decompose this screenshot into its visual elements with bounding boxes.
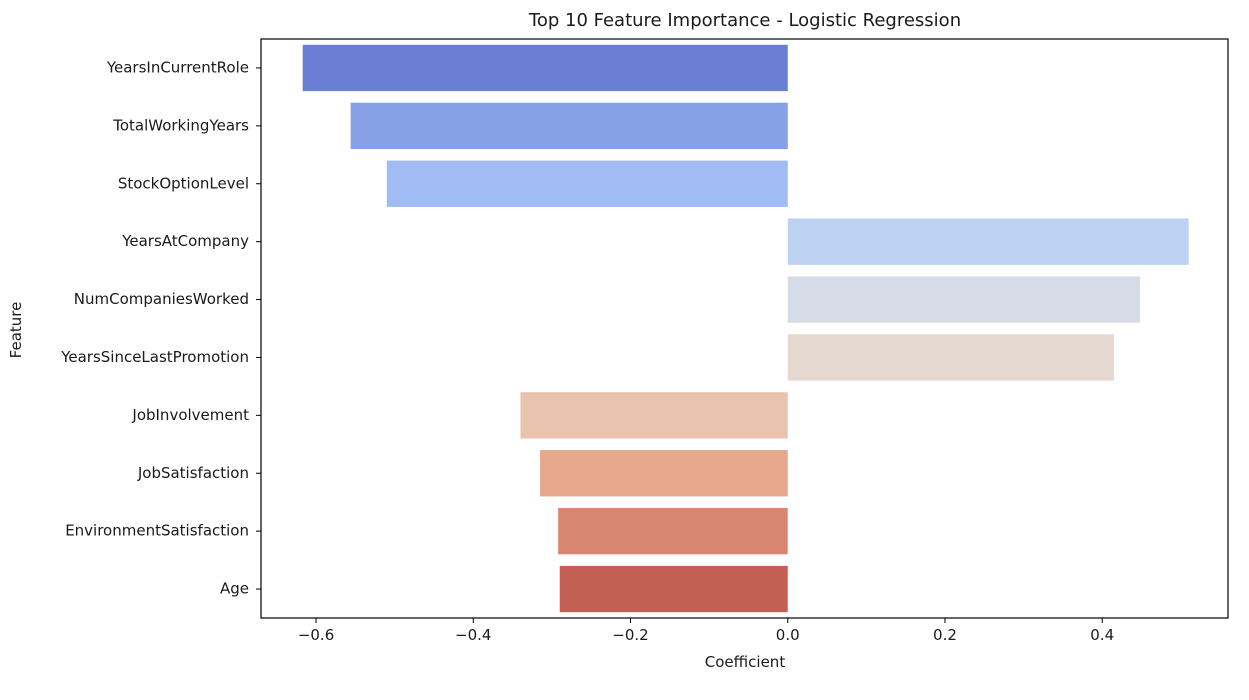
plot-frame — [260, 38, 1229, 619]
y-tick-label: StockOptionLevel — [118, 174, 249, 192]
y-axis-label: Feature — [7, 302, 25, 359]
x-tick-label: −0.6 — [298, 626, 334, 644]
y-tick-label: EnvironmentSatisfaction — [65, 522, 249, 540]
bar-environmentsatisfaction — [558, 507, 788, 555]
bar-jobinvolvement — [520, 392, 788, 439]
x-tick-label: 0.2 — [933, 626, 957, 644]
bar-age — [559, 565, 788, 613]
x-tick-label: 0.0 — [776, 626, 800, 644]
ticks-layer: YearsInCurrentRole TotalWorkingYears Stock… — [60, 58, 1114, 644]
bar-yearssincelastpromotion — [787, 334, 1115, 381]
y-tick-label: JobSatisfaction — [137, 464, 249, 482]
y-tick-label: Age — [220, 580, 249, 598]
bar-numcompaniesworked — [787, 276, 1140, 323]
y-tick-label: YearsInCurrentRole — [106, 58, 249, 76]
chart-title: Top 10 Feature Importance - Logistic Reg… — [528, 10, 961, 31]
y-tick-label: TotalWorkingYears — [112, 116, 249, 134]
bar-stockoptionlevel — [386, 160, 788, 207]
bar-jobsatisfaction — [540, 450, 788, 497]
y-tick-label: YearsSinceLastPromotion — [60, 348, 249, 366]
y-tick-label: JobInvolvement — [131, 406, 249, 424]
bars-layer — [302, 44, 1189, 613]
bar-yearsatcompany — [787, 218, 1189, 265]
y-tick-label: NumCompaniesWorked — [74, 290, 249, 308]
x-axis-label: Coefficient — [705, 653, 786, 671]
x-tick-label: 0.4 — [1090, 626, 1114, 644]
y-tick-label: YearsAtCompany — [121, 232, 249, 250]
bar-totalworkingyears — [350, 102, 788, 150]
bar-yearsincurrentrole — [302, 44, 788, 92]
x-tick-label: −0.2 — [612, 626, 648, 644]
x-tick-label: −0.4 — [455, 626, 491, 644]
